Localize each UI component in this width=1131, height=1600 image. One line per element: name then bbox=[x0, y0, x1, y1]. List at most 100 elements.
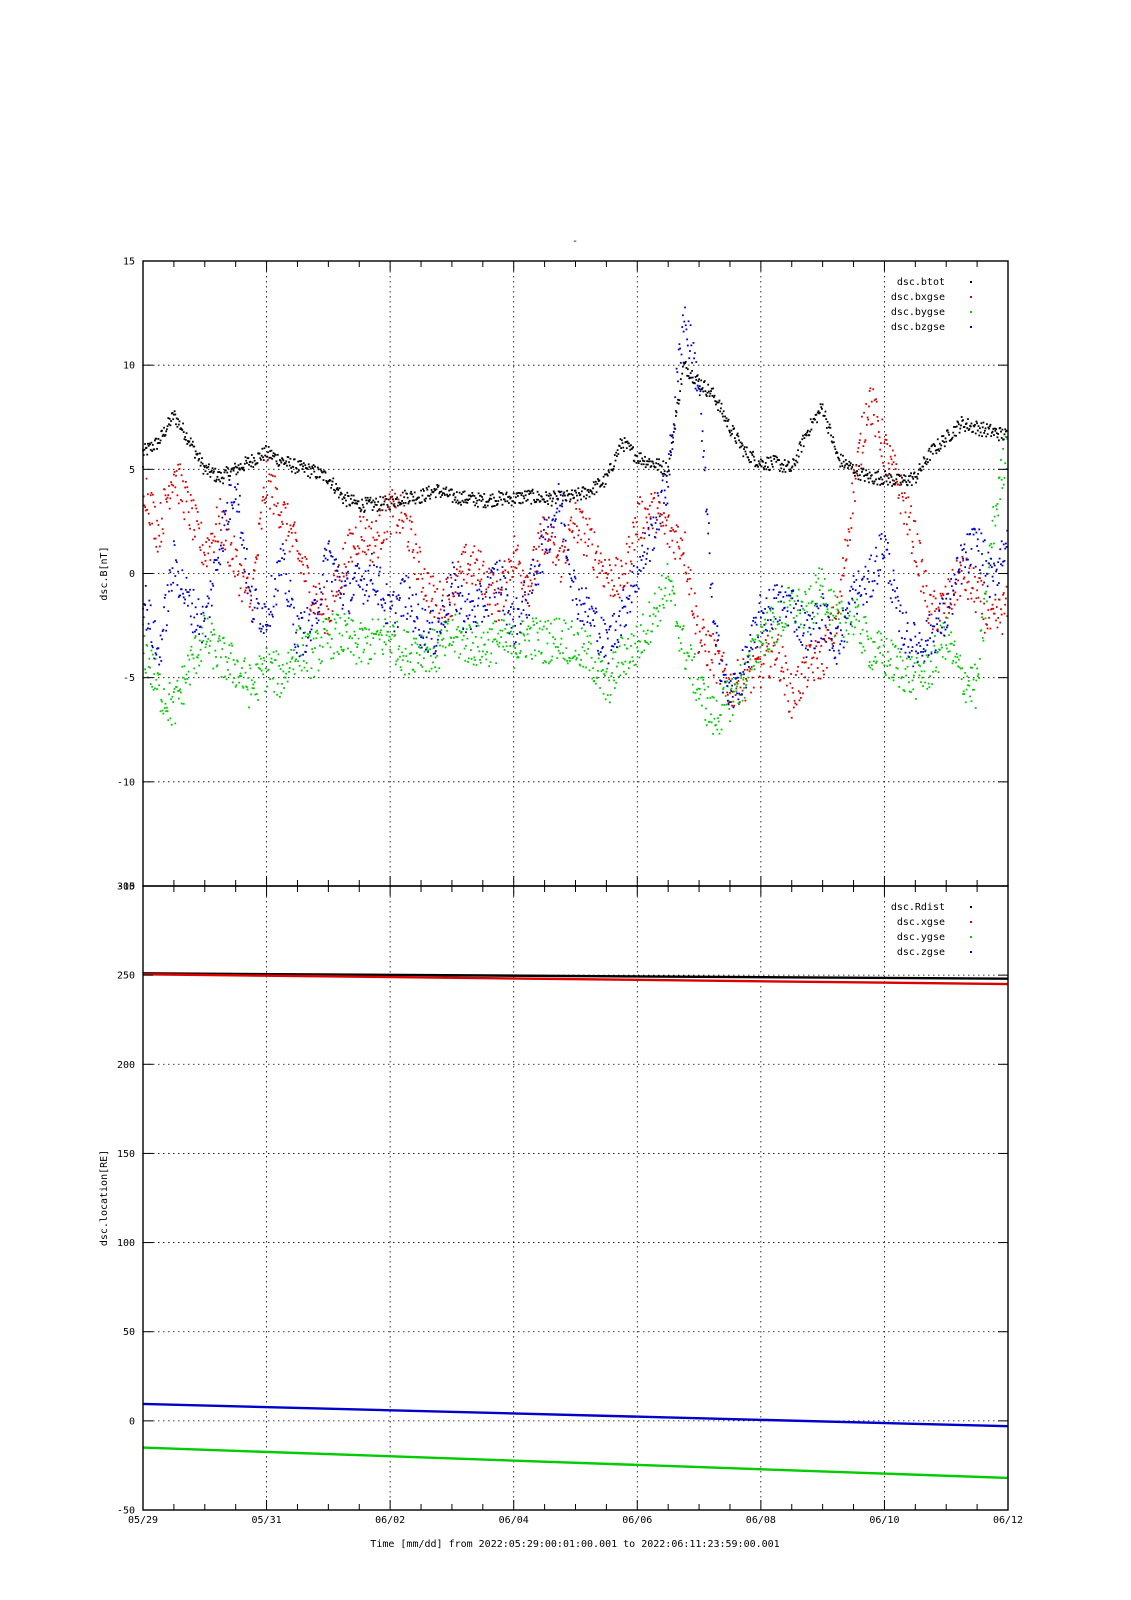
data-point bbox=[535, 572, 538, 575]
data-point bbox=[823, 604, 826, 607]
data-point bbox=[875, 662, 877, 664]
data-point bbox=[236, 471, 239, 474]
data-point bbox=[630, 633, 633, 636]
data-point bbox=[824, 634, 827, 637]
data-point bbox=[844, 459, 847, 461]
data-point bbox=[883, 556, 886, 559]
data-point bbox=[804, 647, 807, 650]
data-point bbox=[658, 515, 661, 518]
data-point bbox=[382, 653, 385, 656]
data-point bbox=[159, 502, 162, 504]
data-point bbox=[564, 494, 566, 497]
data-point bbox=[589, 622, 592, 625]
data-point bbox=[532, 558, 535, 561]
data-point bbox=[789, 594, 792, 597]
data-point bbox=[158, 442, 161, 444]
data-point bbox=[330, 657, 333, 660]
data-point bbox=[670, 441, 673, 444]
data-point bbox=[427, 649, 429, 652]
data-point bbox=[887, 582, 890, 584]
data-point bbox=[641, 651, 644, 653]
data-point bbox=[451, 501, 454, 503]
data-point bbox=[576, 617, 579, 620]
data-point bbox=[751, 676, 754, 679]
data-point bbox=[237, 503, 240, 506]
data-point bbox=[748, 461, 751, 464]
data-point bbox=[347, 610, 350, 613]
data-point bbox=[767, 642, 770, 645]
data-point bbox=[683, 652, 686, 655]
data-point bbox=[264, 690, 267, 693]
data-point bbox=[370, 658, 373, 661]
data-point bbox=[995, 570, 997, 573]
data-point bbox=[497, 500, 500, 502]
data-point bbox=[166, 425, 169, 428]
data-point bbox=[427, 485, 430, 488]
data-point bbox=[823, 638, 825, 640]
data-point bbox=[944, 658, 947, 660]
data-point bbox=[226, 661, 229, 663]
data-point bbox=[693, 653, 696, 655]
data-point bbox=[641, 457, 644, 460]
data-point bbox=[399, 582, 402, 585]
data-point bbox=[259, 623, 262, 625]
data-point bbox=[736, 692, 738, 695]
data-point bbox=[389, 638, 392, 641]
data-point bbox=[262, 657, 265, 659]
data-point bbox=[798, 699, 801, 702]
data-point bbox=[649, 517, 652, 520]
data-point bbox=[618, 596, 621, 599]
data-point bbox=[471, 631, 474, 634]
data-point bbox=[863, 649, 866, 652]
data-point bbox=[383, 531, 386, 534]
data-point bbox=[207, 602, 210, 605]
data-point bbox=[370, 501, 373, 504]
data-point bbox=[571, 657, 574, 660]
data-point bbox=[820, 645, 823, 647]
data-point bbox=[429, 610, 432, 613]
data-point bbox=[747, 676, 750, 679]
data-point bbox=[226, 471, 229, 474]
data-point bbox=[347, 617, 350, 620]
data-point bbox=[229, 484, 232, 487]
data-point bbox=[481, 650, 484, 653]
data-point bbox=[242, 575, 245, 578]
data-point bbox=[788, 470, 791, 472]
data-point bbox=[627, 637, 630, 640]
data-point bbox=[302, 660, 305, 662]
data-point bbox=[869, 477, 872, 480]
data-point bbox=[976, 429, 979, 432]
data-point bbox=[153, 657, 156, 660]
data-point bbox=[551, 500, 554, 503]
data-point bbox=[598, 632, 601, 635]
data-point bbox=[715, 400, 718, 403]
data-point bbox=[494, 604, 497, 606]
data-point bbox=[885, 637, 888, 640]
data-point bbox=[541, 571, 544, 573]
data-point bbox=[686, 344, 689, 347]
data-point bbox=[475, 625, 478, 628]
data-point bbox=[481, 597, 484, 600]
data-point bbox=[501, 572, 504, 574]
data-point bbox=[371, 560, 374, 563]
data-point bbox=[273, 455, 276, 458]
data-point bbox=[473, 495, 476, 497]
data-point bbox=[364, 496, 367, 499]
data-point bbox=[637, 502, 639, 505]
data-point bbox=[399, 503, 401, 506]
data-point bbox=[362, 506, 365, 509]
data-point bbox=[882, 481, 885, 484]
data-point bbox=[891, 643, 894, 646]
data-point bbox=[824, 624, 827, 627]
data-point bbox=[585, 666, 587, 669]
data-point bbox=[810, 640, 813, 642]
data-point bbox=[990, 607, 993, 610]
data-point bbox=[799, 612, 802, 615]
data-point bbox=[889, 664, 891, 666]
y-axis-label-b: dsc.B[nT] bbox=[99, 546, 110, 600]
data-point bbox=[587, 647, 590, 650]
data-point bbox=[262, 632, 265, 634]
data-point bbox=[387, 630, 389, 633]
y-tick-label: 200 bbox=[117, 1060, 135, 1071]
data-point bbox=[899, 655, 902, 658]
